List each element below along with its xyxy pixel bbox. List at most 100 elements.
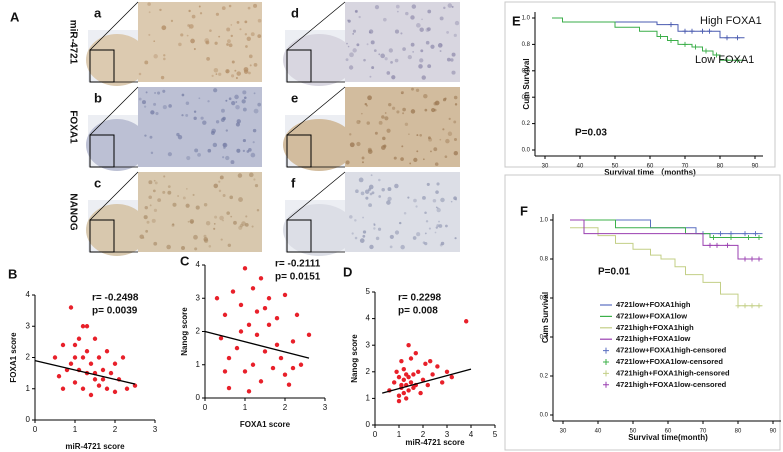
tissue-texture [205,41,209,45]
y-tick-label: 0 [26,415,31,424]
censor-mark [682,41,688,47]
tissue-texture [138,97,142,101]
tissue-texture [454,20,460,26]
data-point [401,366,406,372]
data-point [396,398,402,404]
x-axis-label: Survival time （months) [604,167,696,177]
tissue-texture [396,110,400,114]
data-point [394,369,399,374]
tissue-texture [409,162,412,165]
panel-label: D [343,264,352,279]
legend-label: 4721low+FOXA1high [616,300,691,309]
tissue-texture [214,215,218,219]
y-axis-label: Nanog score [180,307,189,356]
tissue-texture [193,116,197,121]
tissue-texture [177,195,180,197]
tissue-texture [378,120,383,125]
censor-mark [703,48,709,54]
tissue-texture [242,90,247,95]
tissue-texture [167,190,172,195]
tissue-texture [160,75,165,80]
tissue-texture [363,58,366,62]
tissue-texture [249,64,252,67]
tissue-texture [432,198,437,203]
x-tick-label: 1 [397,430,402,439]
tissue-texture [437,43,443,48]
data-point [298,362,304,367]
data-point [399,382,404,388]
tissue-texture [384,57,388,61]
tissue-texture [167,152,172,157]
tissue-texture [151,218,156,223]
tissue-texture [402,47,406,51]
annotation: r= -0.2498 [92,293,139,304]
censor-mark [682,28,688,34]
data-point [112,389,118,395]
tissue-texture [416,134,419,137]
tissue-texture [445,138,450,144]
censor-mark [707,28,712,34]
data-point [270,365,276,371]
y-tick-label: 3 [26,321,31,330]
data-point [112,361,118,366]
data-point [242,369,248,374]
y-tick-label: 2 [366,367,371,376]
data-point [274,316,280,321]
tissue-texture [439,50,442,53]
data-point [60,386,66,391]
data-point [222,312,228,318]
tissue-texture [345,58,349,62]
data-point [230,289,236,294]
data-point [406,343,411,348]
data-point [246,322,252,328]
tissue-texture [248,71,251,75]
x-tick-label: 80 [735,429,742,435]
tissue-texture [163,54,166,57]
survival-curve [570,219,763,260]
tissue-texture [139,234,144,239]
tissue-texture [390,61,393,64]
data-point [100,367,106,373]
tissue-texture [188,27,191,29]
data-point [401,390,406,396]
tissue-texture [454,237,457,240]
tissue-texture [213,88,218,93]
tissue-texture [428,136,431,140]
tissue-texture [199,12,203,15]
tissue-texture [212,142,218,148]
tissue-texture [420,49,424,53]
tissue-texture [238,197,243,202]
data-point [96,383,102,388]
zoom-line [89,86,139,136]
y-tick-label: 1 [366,394,371,403]
tissue-texture [144,134,147,137]
tissue-texture [246,36,251,41]
tissue-texture [354,236,358,240]
tissue-texture [381,188,385,192]
data-point [226,385,232,391]
tissue-texture [387,196,392,202]
annotation: r= 0.2298 [398,293,442,304]
tissue-texture [244,222,249,227]
data-point [396,374,402,380]
tissue-texture [373,223,376,226]
tissue-texture [381,115,385,119]
data-point [266,296,272,301]
zoom-box [89,219,115,253]
tissue-texture [150,110,155,115]
tissue-texture [365,196,369,200]
tissue-texture [153,179,156,182]
tissue-texture [428,227,431,230]
tissue-texture [222,219,224,222]
tissue-texture [150,151,154,155]
y-tick-label: 0.0 [522,148,531,154]
data-point [246,389,252,394]
tissue-texture [371,191,375,195]
tissue-texture [354,9,358,13]
tissue-texture [415,205,418,208]
tissue-texture [450,58,454,62]
high-mag-image [345,2,460,82]
tissue-texture [394,230,400,235]
tissue-texture [347,45,350,48]
tissue-texture [180,33,184,37]
